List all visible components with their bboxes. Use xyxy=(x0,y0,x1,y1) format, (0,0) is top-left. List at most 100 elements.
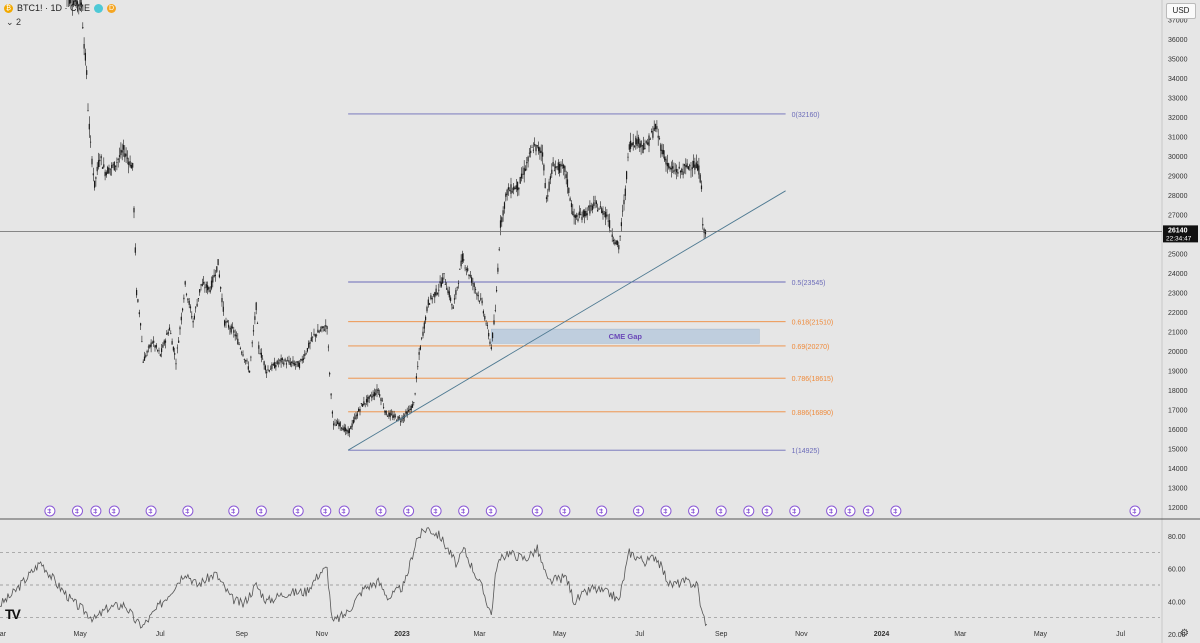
session-marker[interactable] xyxy=(338,505,350,517)
session-marker[interactable] xyxy=(375,505,387,517)
bitcoin-icon: ₿ xyxy=(4,3,13,13)
session-marker[interactable] xyxy=(531,505,543,517)
time-tick-label: Mar xyxy=(473,631,486,638)
session-marker-arrow-icon xyxy=(378,508,383,514)
session-marker[interactable] xyxy=(1129,505,1141,517)
session-marker[interactable] xyxy=(688,505,700,517)
bar-countdown: 22:34:47 xyxy=(1166,235,1192,242)
session-marker-arrow-icon xyxy=(847,508,852,514)
session-marker[interactable] xyxy=(430,505,442,517)
rsi-line[interactable] xyxy=(0,527,708,629)
session-marker-ring xyxy=(1129,505,1141,517)
session-marker-ring xyxy=(145,505,157,517)
collapse-indicators-button[interactable]: ⌄ 2 xyxy=(6,17,22,27)
price-candles-bodies[interactable] xyxy=(65,0,707,434)
price-tick-label: 13000 xyxy=(1168,486,1188,493)
session-marker[interactable] xyxy=(862,505,874,517)
currency-selector[interactable]: USD xyxy=(1166,3,1196,19)
session-marker[interactable] xyxy=(72,505,83,517)
session-marker-arrow-icon xyxy=(461,508,466,514)
rsi-tick-label: 20.00 xyxy=(1168,632,1186,639)
price-tick-label: 32000 xyxy=(1168,115,1188,122)
cme-gap-box[interactable] xyxy=(491,328,760,344)
fib-label-0: 0(32160) xyxy=(792,112,820,119)
session-marker[interactable] xyxy=(145,505,157,517)
session-marker-ring xyxy=(789,505,801,517)
gear-icon[interactable]: ⚙ xyxy=(1180,628,1189,639)
session-marker[interactable] xyxy=(761,505,773,517)
tradingview-logo-icon: TV xyxy=(5,606,21,622)
price-tick-label: 37000 xyxy=(1168,18,1188,25)
current-price-value: 26140 xyxy=(1168,227,1188,234)
session-marker-ring xyxy=(660,505,672,517)
session-marker[interactable] xyxy=(596,505,608,517)
session-marker-ring xyxy=(743,505,755,517)
session-marker-arrow-icon xyxy=(534,508,539,514)
session-marker[interactable] xyxy=(485,505,497,517)
session-marker-arrow-icon xyxy=(341,508,346,514)
session-marker[interactable] xyxy=(660,505,672,517)
session-marker-arrow-icon xyxy=(47,508,52,514)
session-marker[interactable] xyxy=(182,505,194,517)
session-marker[interactable] xyxy=(715,505,727,517)
session-marker[interactable] xyxy=(844,505,856,517)
symbol-legend[interactable]: ₿ BTC1! · 1D · CME D xyxy=(4,3,117,13)
session-marker-ring xyxy=(44,505,56,517)
price-tick-label: 23000 xyxy=(1168,291,1188,298)
session-marker[interactable] xyxy=(108,505,120,517)
session-marker[interactable] xyxy=(458,505,470,517)
session-marker-arrow-icon xyxy=(295,508,300,514)
session-marker-ring xyxy=(403,505,415,517)
time-tick-label: Mar xyxy=(954,631,967,638)
session-marker-ring xyxy=(596,505,608,517)
session-marker-arrow-icon xyxy=(93,508,98,514)
price-tick-label: 18000 xyxy=(1168,388,1188,395)
session-marker[interactable] xyxy=(403,505,415,517)
price-tick-label: 34000 xyxy=(1168,76,1188,83)
session-marker-ring xyxy=(826,505,838,517)
session-marker[interactable] xyxy=(44,505,56,517)
session-marker[interactable] xyxy=(228,505,240,517)
session-marker[interactable] xyxy=(255,505,267,517)
session-marker-arrow-icon xyxy=(562,508,567,514)
session-marker-arrow-icon xyxy=(1132,508,1137,514)
session-marker[interactable] xyxy=(633,505,644,517)
session-marker-arrow-icon xyxy=(231,508,236,514)
session-marker-ring xyxy=(430,505,442,517)
fib-label-1: 1(14925) xyxy=(792,448,820,455)
session-marker-ring xyxy=(761,505,773,517)
session-marker-arrow-icon xyxy=(691,508,696,514)
session-marker-ring xyxy=(182,505,194,517)
session-marker[interactable] xyxy=(559,505,571,517)
session-marker-ring xyxy=(485,505,497,517)
time-tick-label: Nov xyxy=(795,631,808,638)
price-tick-label: 25000 xyxy=(1168,252,1188,259)
session-marker-ring xyxy=(633,505,644,517)
session-marker-arrow-icon xyxy=(111,508,116,514)
price-tick-label: 15000 xyxy=(1168,447,1188,454)
price-tick-label: 27000 xyxy=(1168,213,1188,220)
session-marker[interactable] xyxy=(789,505,801,517)
session-marker-arrow-icon xyxy=(75,508,79,514)
time-tick-label: Jul xyxy=(1116,631,1125,638)
price-tick-label: 22000 xyxy=(1168,310,1188,317)
session-marker[interactable] xyxy=(292,505,304,517)
current-price-tag[interactable] xyxy=(1163,225,1198,243)
support-trendline[interactable] xyxy=(347,190,786,451)
live-indicator-icon xyxy=(94,3,104,13)
session-marker-arrow-icon xyxy=(865,508,870,514)
price-tick-label: 36000 xyxy=(1168,37,1188,44)
session-marker-arrow-icon xyxy=(893,508,898,514)
session-marker[interactable] xyxy=(743,505,755,517)
rsi-tick-label: 60.00 xyxy=(1168,567,1186,574)
session-marker[interactable] xyxy=(90,505,102,517)
session-marker[interactable] xyxy=(826,505,838,517)
price-axis-panel[interactable] xyxy=(1162,0,1200,643)
session-marker-arrow-icon xyxy=(148,508,153,514)
time-tick-label: Jul xyxy=(635,631,644,638)
session-marker[interactable] xyxy=(890,505,902,517)
session-marker[interactable] xyxy=(320,505,332,517)
symbol-text[interactable]: BTC1! · 1D · CME xyxy=(17,3,91,13)
session-marker-ring xyxy=(559,505,571,517)
